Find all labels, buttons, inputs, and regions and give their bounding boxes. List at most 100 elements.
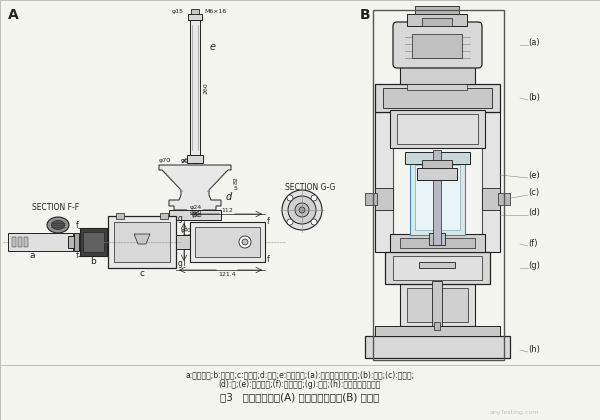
Ellipse shape bbox=[47, 217, 69, 233]
Bar bbox=[169, 210, 221, 220]
Text: φ15.7: φ15.7 bbox=[240, 246, 256, 251]
Circle shape bbox=[242, 239, 248, 245]
Text: f: f bbox=[267, 217, 270, 226]
Text: f: f bbox=[267, 255, 270, 264]
Bar bbox=[108, 216, 176, 268]
Text: SECTION F-F: SECTION F-F bbox=[32, 203, 79, 212]
Bar bbox=[410, 160, 465, 235]
Ellipse shape bbox=[52, 220, 65, 229]
Bar bbox=[393, 256, 482, 280]
Bar bbox=[116, 213, 124, 219]
Bar bbox=[18, 237, 22, 247]
Text: φ40: φ40 bbox=[190, 210, 202, 215]
Text: g: g bbox=[178, 259, 183, 268]
Bar bbox=[365, 336, 510, 358]
Bar bbox=[191, 9, 199, 14]
Text: f: f bbox=[76, 221, 79, 230]
Circle shape bbox=[239, 236, 251, 248]
Bar bbox=[482, 112, 500, 252]
Text: 5: 5 bbox=[234, 186, 238, 191]
Text: 24: 24 bbox=[249, 255, 256, 260]
Bar bbox=[385, 252, 490, 284]
Text: a: a bbox=[29, 251, 35, 260]
Text: 20: 20 bbox=[180, 159, 188, 164]
FancyBboxPatch shape bbox=[393, 22, 482, 68]
Text: b: b bbox=[90, 257, 96, 266]
Bar bbox=[422, 160, 452, 168]
Bar bbox=[482, 188, 500, 210]
Bar bbox=[407, 14, 467, 26]
Text: e: e bbox=[210, 42, 216, 52]
Circle shape bbox=[311, 195, 317, 201]
Bar bbox=[187, 155, 203, 163]
Bar bbox=[190, 20, 200, 155]
Bar bbox=[195, 227, 260, 257]
Bar bbox=[400, 284, 475, 326]
Bar bbox=[365, 193, 377, 205]
Text: (f): (f) bbox=[528, 239, 538, 248]
Bar bbox=[434, 322, 440, 330]
Bar bbox=[390, 234, 485, 252]
Bar bbox=[407, 288, 468, 322]
Circle shape bbox=[295, 203, 309, 217]
Text: a:卧式活塞;b:导向器;c:咀嚼室;d:漏斗;e:立式活塞;(a):上咀嚼面旋转装置;(b):座台;(c):测试池;: a:卧式活塞;b:导向器;c:咀嚼室;d:漏斗;e:立式活塞;(a):上咀嚼面旋… bbox=[185, 370, 415, 379]
Bar bbox=[375, 84, 500, 112]
Text: 121.4: 121.4 bbox=[218, 272, 236, 277]
Bar bbox=[397, 114, 478, 144]
Text: SECTION G-G: SECTION G-G bbox=[285, 183, 335, 192]
Bar bbox=[393, 112, 482, 252]
Text: φ80: φ80 bbox=[181, 240, 191, 245]
Text: (g): (g) bbox=[528, 261, 540, 270]
Bar bbox=[407, 84, 467, 90]
Bar bbox=[190, 222, 265, 262]
Bar bbox=[400, 64, 475, 84]
Bar bbox=[375, 326, 500, 336]
Bar bbox=[422, 18, 452, 26]
Text: φ24: φ24 bbox=[190, 205, 202, 210]
Bar bbox=[432, 281, 442, 326]
Text: (d): (d) bbox=[528, 208, 540, 217]
Text: d: d bbox=[226, 192, 232, 202]
Bar bbox=[80, 228, 107, 256]
Text: anyTesting.com: anyTesting.com bbox=[490, 410, 539, 415]
Bar bbox=[400, 238, 475, 248]
Text: (d):轴;(e):上咀嚼面;(f):下咀嚼面;(g):基室;(h):上下咀嚼运动装置: (d):轴;(e):上咀嚼面;(f):下咀嚼面;(g):基室;(h):上下咀嚼运… bbox=[219, 380, 381, 389]
Bar bbox=[390, 110, 485, 148]
Bar bbox=[68, 236, 76, 248]
Text: (c): (c) bbox=[528, 188, 539, 197]
Text: φ15: φ15 bbox=[172, 9, 184, 14]
Circle shape bbox=[287, 195, 293, 201]
Bar bbox=[375, 188, 393, 210]
Bar bbox=[188, 14, 202, 20]
Text: φ40: φ40 bbox=[181, 228, 191, 233]
Text: M6×16: M6×16 bbox=[204, 9, 226, 14]
Circle shape bbox=[282, 190, 322, 230]
Circle shape bbox=[287, 219, 293, 225]
Bar bbox=[176, 235, 190, 249]
Text: (b): (b) bbox=[528, 93, 540, 102]
Bar bbox=[433, 150, 441, 245]
Text: B: B bbox=[360, 8, 371, 22]
Bar bbox=[419, 262, 455, 268]
Text: A: A bbox=[8, 8, 19, 22]
Text: φ28: φ28 bbox=[192, 213, 203, 218]
Bar bbox=[12, 237, 16, 247]
Bar bbox=[373, 10, 504, 360]
Text: (h): (h) bbox=[528, 345, 540, 354]
Bar bbox=[74, 233, 79, 251]
Text: 112: 112 bbox=[221, 208, 233, 213]
Circle shape bbox=[299, 207, 305, 213]
Bar bbox=[412, 34, 462, 58]
Text: φ65: φ65 bbox=[181, 158, 193, 163]
Bar bbox=[498, 193, 510, 205]
Text: (e): (e) bbox=[528, 171, 540, 180]
Text: φ16: φ16 bbox=[192, 222, 203, 227]
Polygon shape bbox=[159, 165, 231, 214]
Text: 图3   咀嚼模拟装置(A) 和咀嚼模拟装置(B) 示意图: 图3 咀嚼模拟装置(A) 和咀嚼模拟装置(B) 示意图 bbox=[220, 392, 380, 402]
Bar bbox=[8, 233, 73, 251]
Bar bbox=[83, 232, 104, 252]
Text: 82: 82 bbox=[234, 176, 239, 184]
Bar bbox=[114, 222, 170, 262]
Bar bbox=[375, 112, 393, 252]
Text: 260: 260 bbox=[203, 82, 208, 94]
